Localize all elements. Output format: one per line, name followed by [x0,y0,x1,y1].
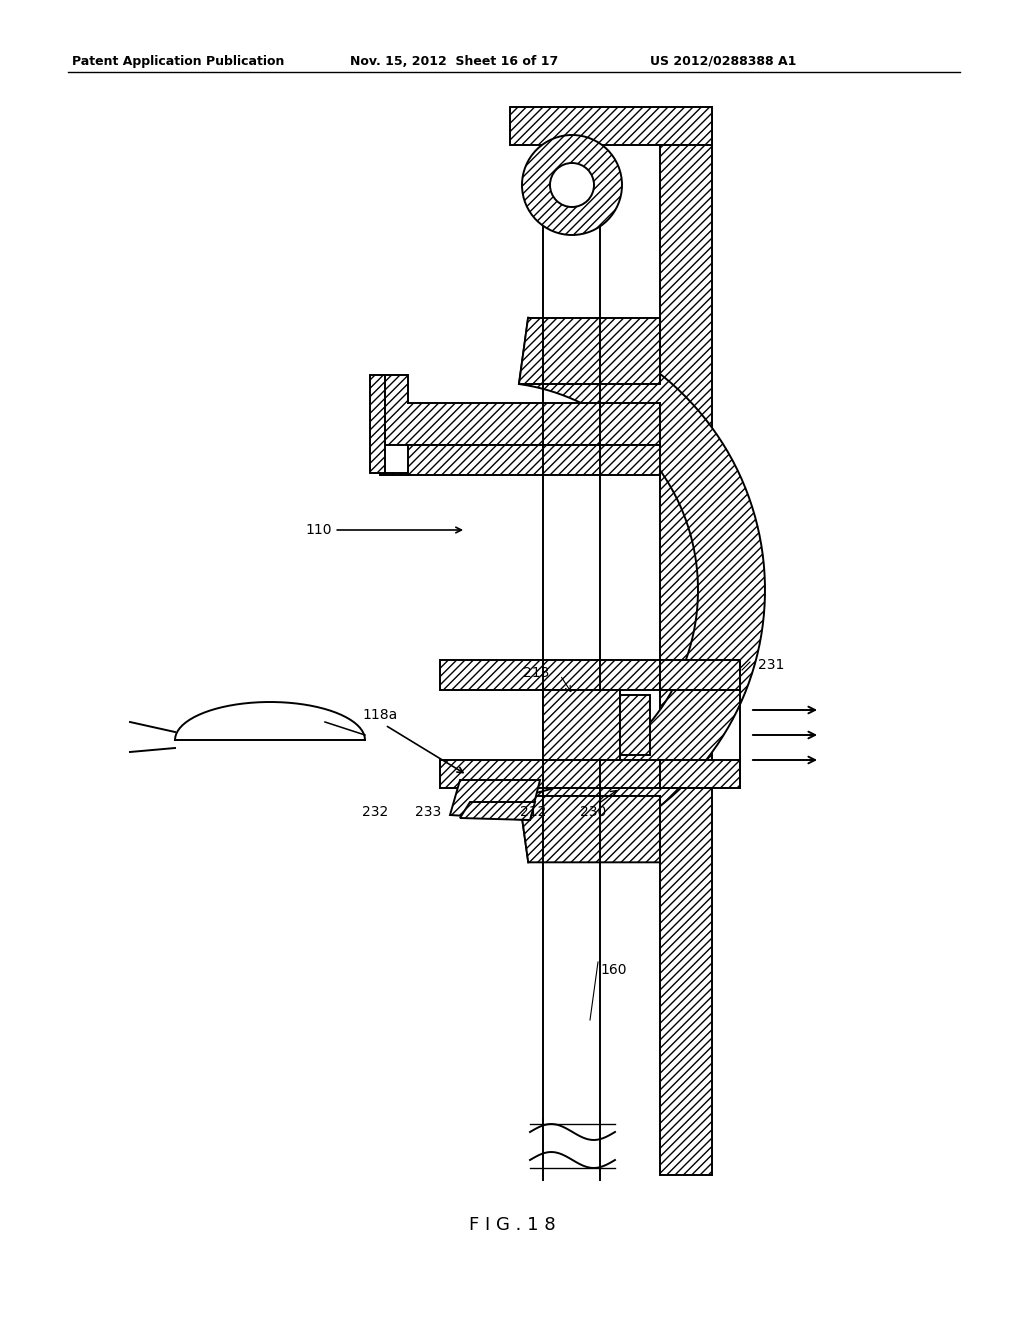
Text: US 2012/0288388 A1: US 2012/0288388 A1 [650,55,797,69]
Bar [660,760,740,788]
Text: Patent Application Publication: Patent Application Publication [72,55,285,69]
Text: 233: 233 [415,805,441,818]
Polygon shape [620,696,650,755]
Bar [440,760,660,788]
Text: F I G . 1 8: F I G . 1 8 [469,1216,555,1234]
Text: 160: 160 [600,964,627,977]
Text: 230: 230 [580,805,606,818]
Text: 213: 213 [523,667,549,680]
Bar [660,115,712,1175]
Text: Nov. 15, 2012  Sheet 16 of 17: Nov. 15, 2012 Sheet 16 of 17 [350,55,558,69]
Text: 231: 231 [758,657,784,672]
Polygon shape [519,318,660,384]
Text: 212: 212 [520,805,547,818]
Text: 118a: 118a [362,708,397,722]
Text: 110: 110 [305,523,462,537]
Bar [660,660,740,690]
Text: 232: 232 [362,805,388,818]
Polygon shape [380,375,660,445]
Polygon shape [519,318,765,862]
Polygon shape [450,780,540,820]
Circle shape [550,162,594,207]
Polygon shape [543,690,620,760]
Bar [510,107,712,145]
Polygon shape [380,445,660,475]
Bar [440,660,660,690]
Circle shape [522,135,622,235]
Polygon shape [519,796,660,862]
Polygon shape [370,375,385,473]
Polygon shape [460,803,535,820]
